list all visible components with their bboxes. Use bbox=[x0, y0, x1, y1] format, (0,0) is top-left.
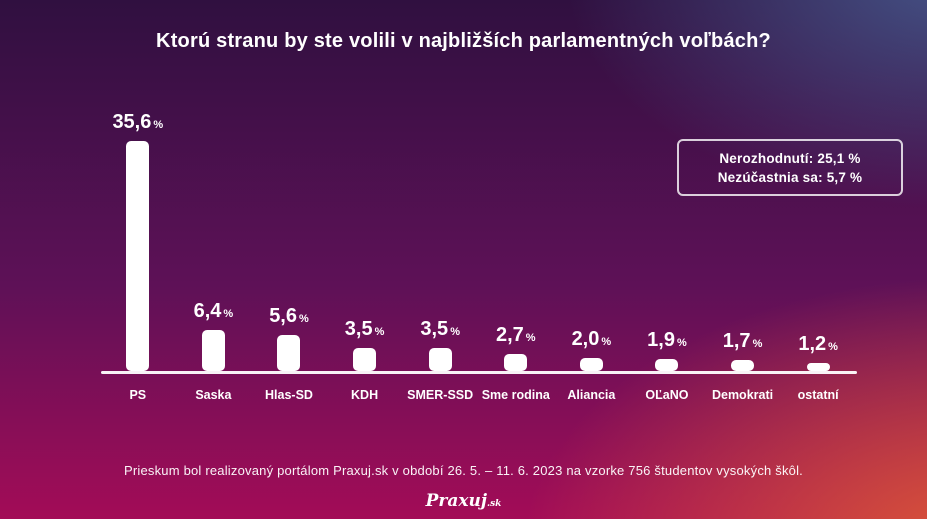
bar-value-label: 2,7% bbox=[495, 324, 536, 346]
bar bbox=[579, 358, 603, 371]
praxuj-logo: Praxuj.sk bbox=[0, 491, 927, 511]
category-label: Aliancia bbox=[567, 388, 616, 402]
bar-column: 35,6% bbox=[100, 111, 176, 371]
chart-title: Ktorú stranu by ste volili v najbližších… bbox=[156, 30, 771, 52]
bar bbox=[277, 335, 301, 371]
bar bbox=[353, 348, 377, 371]
category-label: Sme rodina bbox=[481, 388, 550, 402]
category-label: PS bbox=[129, 388, 147, 402]
bar bbox=[504, 354, 528, 371]
x-axis-category-labels: PS Saska Hlas-SD KDH SMER-SSD Sme rodina Alian… bbox=[100, 388, 856, 402]
category-label: SMER-SSD bbox=[407, 388, 474, 402]
bar-value-label: 6,4% bbox=[193, 300, 234, 322]
percent-sign: % bbox=[525, 332, 536, 344]
percent-sign: % bbox=[450, 326, 460, 338]
bar bbox=[428, 348, 452, 371]
bar bbox=[201, 330, 225, 371]
annotation-abstain: Nezúčastnia sa: 5,7 % bbox=[717, 169, 863, 185]
bar-column: 2,0% bbox=[554, 328, 630, 371]
percent-sign: % bbox=[828, 341, 838, 353]
bar-column: 1,9% bbox=[629, 329, 705, 371]
bar bbox=[655, 359, 679, 371]
bar bbox=[126, 141, 150, 371]
percent-sign: % bbox=[153, 119, 164, 131]
category-label: Saska bbox=[195, 388, 232, 402]
category-label: Demokrati bbox=[711, 388, 774, 402]
bar-value-label: 2,0% bbox=[571, 328, 612, 350]
annotation-undecided: Nerozhodnutí: 25,1 % bbox=[719, 150, 861, 166]
bar-column: 1,2% bbox=[780, 333, 856, 371]
x-axis-line bbox=[101, 371, 857, 374]
source-note: Prieskum bol realizovaný portálom Praxuj… bbox=[123, 463, 803, 478]
bar-column: 1,7% bbox=[705, 330, 781, 371]
bar-value-label: 1,9% bbox=[647, 329, 687, 351]
praxuj-logo-suffix: .sk bbox=[486, 499, 502, 509]
bar bbox=[806, 363, 830, 371]
bar-column: 6,4% bbox=[176, 300, 252, 371]
category-label: ostatní bbox=[797, 388, 839, 402]
category-label: KDH bbox=[351, 388, 379, 402]
percent-sign: % bbox=[374, 326, 385, 338]
percent-sign: % bbox=[752, 338, 763, 350]
bar-value-label: 1,2% bbox=[798, 333, 838, 355]
percent-sign: % bbox=[676, 337, 687, 349]
category-label: Hlas-SD bbox=[265, 388, 313, 402]
bar-value-label: 3,5% bbox=[344, 318, 385, 340]
bar-value-label: 35,6% bbox=[112, 111, 164, 133]
percent-sign: % bbox=[601, 336, 612, 348]
bar-column: 5,6% bbox=[251, 305, 327, 371]
category-label: OĽaNO bbox=[645, 388, 689, 402]
percent-sign: % bbox=[223, 308, 234, 320]
bar-column: 3,5% bbox=[402, 318, 478, 371]
bar-value-label: 1,7% bbox=[722, 330, 763, 352]
bar-chart-plot-area: 35,6% 6,4% 5,6% 3,5% 3,5% 2,7% 2,0% 1,9% 1,7% 1,2… bbox=[100, 111, 856, 371]
bar-value-label: 3,5% bbox=[420, 318, 460, 340]
bar-column: 3,5% bbox=[327, 318, 403, 371]
bar bbox=[731, 360, 755, 371]
bar-value-label: 5,6% bbox=[269, 305, 309, 327]
bar-column: 2,7% bbox=[478, 324, 554, 371]
percent-sign: % bbox=[299, 313, 309, 325]
praxuj-logo-text: Praxuj bbox=[425, 491, 487, 511]
undecided-annotation-box: Nerozhodnutí: 25,1 % Nezúčastnia sa: 5,7… bbox=[677, 139, 903, 196]
